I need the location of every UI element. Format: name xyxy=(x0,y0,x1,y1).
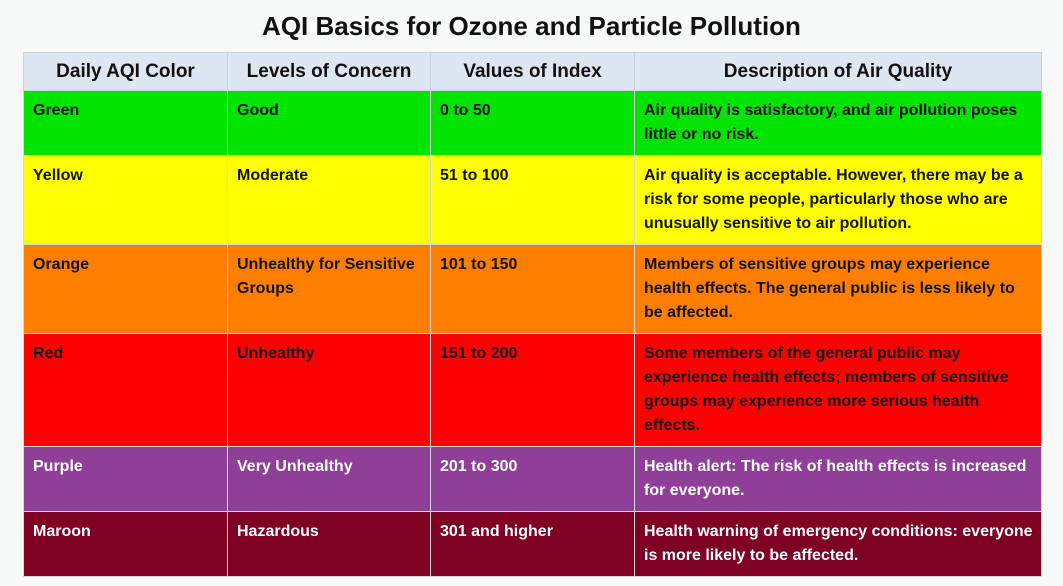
cell-color: Maroon xyxy=(23,511,228,577)
cell-level: Unhealthy xyxy=(227,333,431,447)
table-header-row: Daily AQI Color Levels of Concern Values… xyxy=(23,52,1042,91)
cell-color: Purple xyxy=(23,446,228,512)
cell-level: Good xyxy=(227,90,431,156)
cell-values: 51 to 100 xyxy=(430,155,635,245)
page-title: AQI Basics for Ozone and Particle Pollut… xyxy=(262,11,801,41)
cell-description: Health warning of emergency conditions: … xyxy=(634,511,1042,577)
aqi-table: Daily AQI Color Levels of Concern Values… xyxy=(23,52,1042,577)
header-daily-aqi-color: Daily AQI Color xyxy=(23,52,228,91)
table-row-maroon: Maroon Hazardous 301 and higher Health w… xyxy=(23,511,1042,577)
table-row-orange: Orange Unhealthy for Sensitive Groups 10… xyxy=(23,244,1042,334)
cell-level: Unhealthy for Sensitive Groups xyxy=(227,244,431,334)
cell-values: 201 to 300 xyxy=(430,446,635,512)
cell-description: Members of sensitive groups may experien… xyxy=(634,244,1042,334)
cell-level: Hazardous xyxy=(227,511,431,577)
cell-values: 0 to 50 xyxy=(430,90,635,156)
cell-color: Yellow xyxy=(23,155,228,245)
cell-values: 151 to 200 xyxy=(430,333,635,447)
header-values-of-index: Values of Index xyxy=(430,52,635,91)
cell-description: Health alert: The risk of health effects… xyxy=(634,446,1042,512)
cell-color: Orange xyxy=(23,244,228,334)
header-description: Description of Air Quality xyxy=(634,52,1042,91)
cell-description: Air quality is acceptable. However, ther… xyxy=(634,155,1042,245)
table-row-green: Green Good 0 to 50 Air quality is satisf… xyxy=(23,90,1042,156)
cell-color: Red xyxy=(23,333,228,447)
cell-level: Moderate xyxy=(227,155,431,245)
cell-values: 101 to 150 xyxy=(430,244,635,334)
cell-level: Very Unhealthy xyxy=(227,446,431,512)
cell-color: Green xyxy=(23,90,228,156)
cell-description: Air quality is satisfactory, and air pol… xyxy=(634,90,1042,156)
cell-description: Some members of the general public may e… xyxy=(634,333,1042,447)
table-row-red: Red Unhealthy 151 to 200 Some members of… xyxy=(23,333,1042,447)
header-levels-of-concern: Levels of Concern xyxy=(227,52,431,91)
cell-values: 301 and higher xyxy=(430,511,635,577)
table-row-yellow: Yellow Moderate 51 to 100 Air quality is… xyxy=(23,155,1042,245)
table-row-purple: Purple Very Unhealthy 201 to 300 Health … xyxy=(23,446,1042,512)
